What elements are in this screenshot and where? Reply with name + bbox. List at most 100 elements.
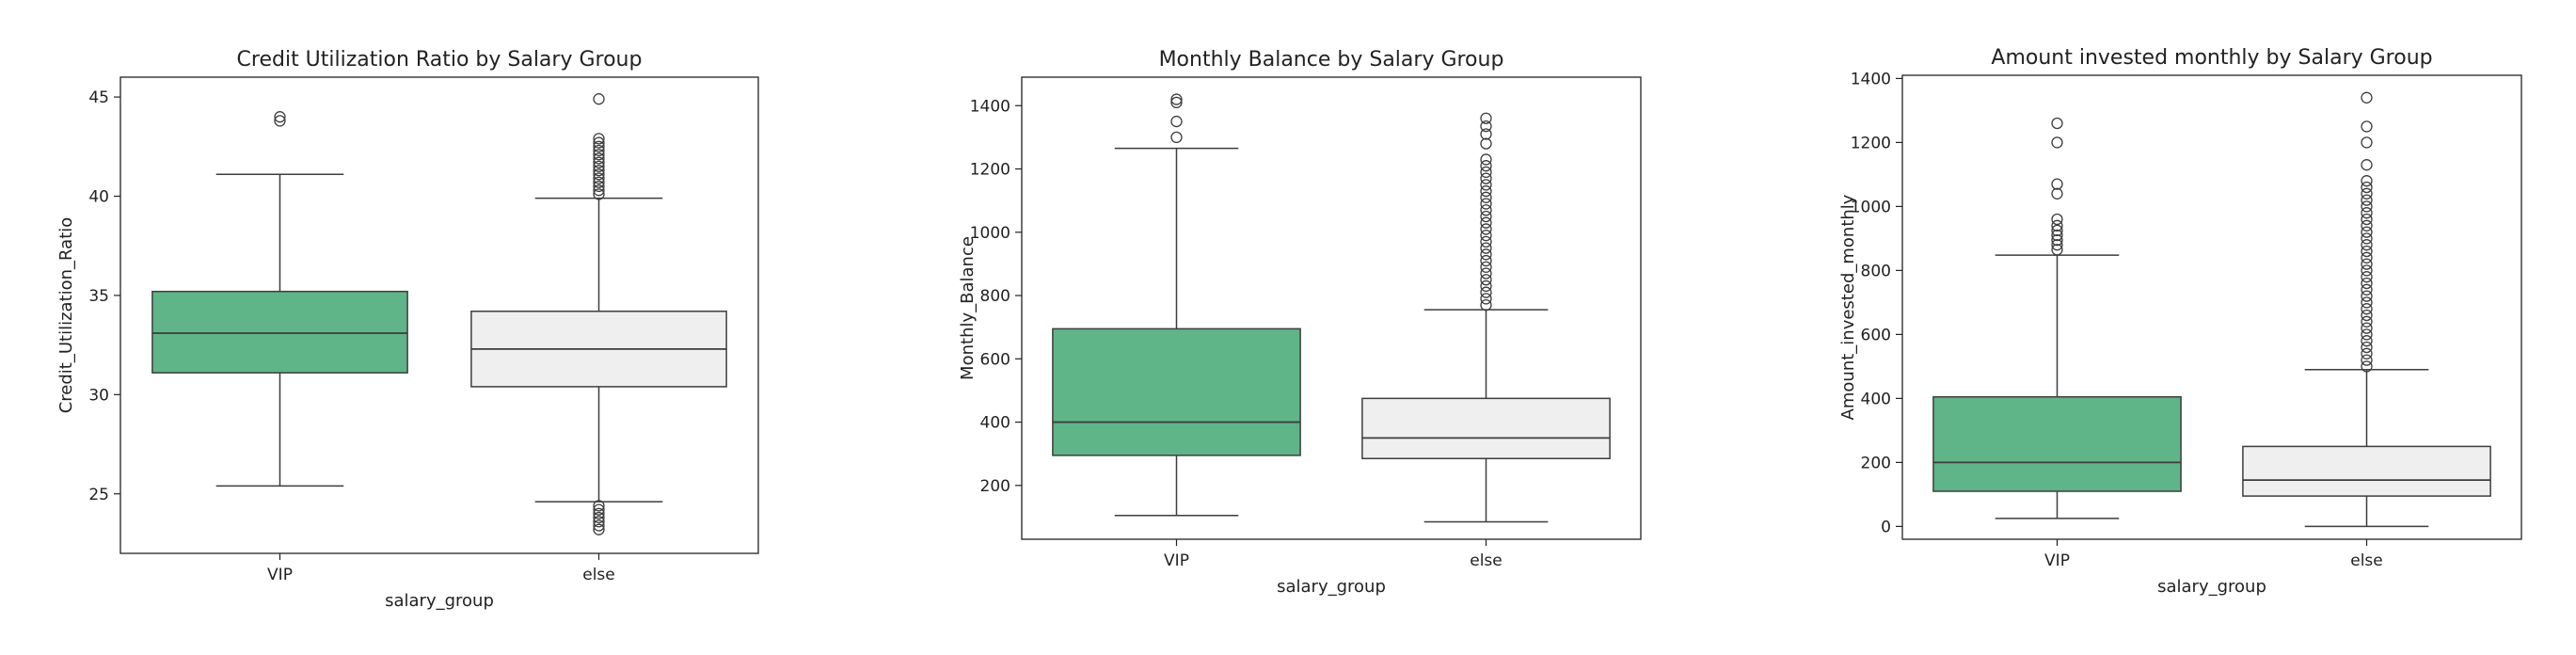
y-tick-label: 200 (980, 477, 1010, 496)
outlier-point (2361, 335, 2373, 347)
y-tick-label: 25 (88, 486, 109, 504)
outlier-point (2361, 175, 2373, 187)
outlier-point (2361, 296, 2373, 309)
outlier-point (593, 152, 605, 165)
outlier-point (1480, 242, 1492, 254)
outlier-point (1480, 293, 1492, 305)
outlier-point (1170, 96, 1183, 109)
outlier-point (1480, 112, 1492, 124)
y-tick-label: 30 (88, 386, 109, 405)
outlier-point (2361, 271, 2373, 283)
box-vip (1052, 328, 1301, 456)
outlier-point (1170, 93, 1183, 105)
y-tick-label: 800 (1861, 262, 1891, 280)
y-tick-label: 200 (1861, 454, 1891, 472)
x-tick-label: VIP (267, 566, 293, 584)
outlier-point (593, 519, 605, 532)
outlier-point (1480, 248, 1492, 261)
outlier-point (1480, 216, 1492, 229)
outlier-point (1480, 235, 1492, 248)
outlier-point (2361, 354, 2373, 366)
outlier-point (2051, 136, 2063, 149)
outlier-point (2051, 224, 2063, 237)
outlier-point (2361, 258, 2373, 270)
y-tick-label: 1400 (1851, 70, 1891, 88)
x-tick-label: VIP (1164, 551, 1189, 570)
outlier-point (1480, 230, 1492, 242)
outlier-point (1480, 120, 1492, 133)
outlier-point (2361, 303, 2373, 315)
outlier-point (2361, 245, 2373, 258)
outlier-point (2361, 91, 2373, 104)
y-tick-label: 1400 (970, 97, 1010, 116)
outlier-point (2361, 328, 2373, 341)
y-tick-label: 800 (980, 287, 1010, 306)
outlier-point (593, 503, 605, 516)
x-tick-label: else (582, 566, 615, 584)
y-tick-label: 1200 (1851, 134, 1891, 152)
outlier-point (2051, 187, 2063, 200)
outlier-point (593, 176, 605, 188)
chart-svg-1: Credit Utilization Ratio by Salary Group… (56, 48, 759, 611)
outlier-point (1480, 261, 1492, 273)
box-vip (1932, 395, 2182, 492)
x-axis-label: salary_group (385, 591, 494, 611)
outlier-point (2361, 277, 2373, 290)
box-vip (151, 290, 408, 374)
outlier-point (2361, 226, 2373, 238)
outlier-point (593, 149, 605, 161)
outlier-point (2051, 233, 2063, 247)
outlier-point (593, 523, 605, 535)
y-tick-label: 400 (980, 414, 1010, 433)
outlier-point (2051, 213, 2063, 226)
chart-panel-amount-invested: Amount invested monthly by Salary Group 0… (1769, 0, 2576, 655)
outlier-point (593, 136, 605, 149)
plot-frame (1901, 74, 2522, 540)
outlier-point (2051, 229, 2063, 242)
outlier-point (2361, 194, 2373, 206)
box-else (2242, 445, 2491, 497)
y-tick-label: 1000 (1851, 198, 1891, 216)
x-axis-label: salary_group (2157, 577, 2266, 597)
outlier-point (2361, 251, 2373, 264)
outlier-point (1480, 179, 1492, 191)
outlier-point (2361, 341, 2373, 354)
chart-title: Monthly Balance by Salary Group (1159, 48, 1504, 72)
outlier-point (2361, 200, 2373, 213)
chart-panel-credit-utilization: Credit Utilization Ratio by Salary Group… (0, 0, 847, 655)
outlier-point (593, 140, 605, 152)
outlier-point (1480, 191, 1492, 203)
x-tick-label: else (1470, 551, 1503, 570)
outlier-point (1480, 128, 1492, 140)
outlier-point (274, 115, 286, 127)
outlier-point (2051, 244, 2063, 256)
outlier-point (593, 511, 605, 524)
outlier-point (593, 156, 605, 168)
chart-title: Amount invested monthly by Salary Group (1991, 46, 2432, 70)
y-axis-label: Credit_Utilization_Ratio (56, 217, 76, 414)
chart-svg-3: Amount invested monthly by Salary Group 0… (1838, 46, 2522, 597)
x-axis-label: salary_group (1277, 577, 1386, 597)
outlier-point (593, 93, 605, 105)
x-tick-label: VIP (2044, 551, 2070, 570)
x-tick-label: else (2350, 551, 2383, 570)
outlier-point (1480, 137, 1492, 150)
outlier-point (593, 500, 605, 512)
y-tick-label: 600 (980, 350, 1010, 369)
outlier-point (2361, 219, 2373, 232)
outlier-point (2361, 360, 2373, 373)
outlier-point (2051, 117, 2063, 130)
outlier-point (593, 144, 605, 157)
outlier-point (2361, 159, 2373, 171)
y-tick-label: 35 (88, 287, 109, 306)
outlier-point (1480, 274, 1492, 286)
outlier-point (1480, 184, 1492, 198)
outlier-point (2361, 239, 2373, 251)
outlier-point (1480, 280, 1492, 293)
outlier-point (1170, 131, 1183, 144)
outlier-point (1480, 198, 1492, 210)
y-tick-label: 1000 (970, 224, 1010, 243)
y-tick-label: 0 (1881, 518, 1891, 536)
outlier-point (2361, 309, 2373, 322)
outlier-point (593, 188, 605, 200)
